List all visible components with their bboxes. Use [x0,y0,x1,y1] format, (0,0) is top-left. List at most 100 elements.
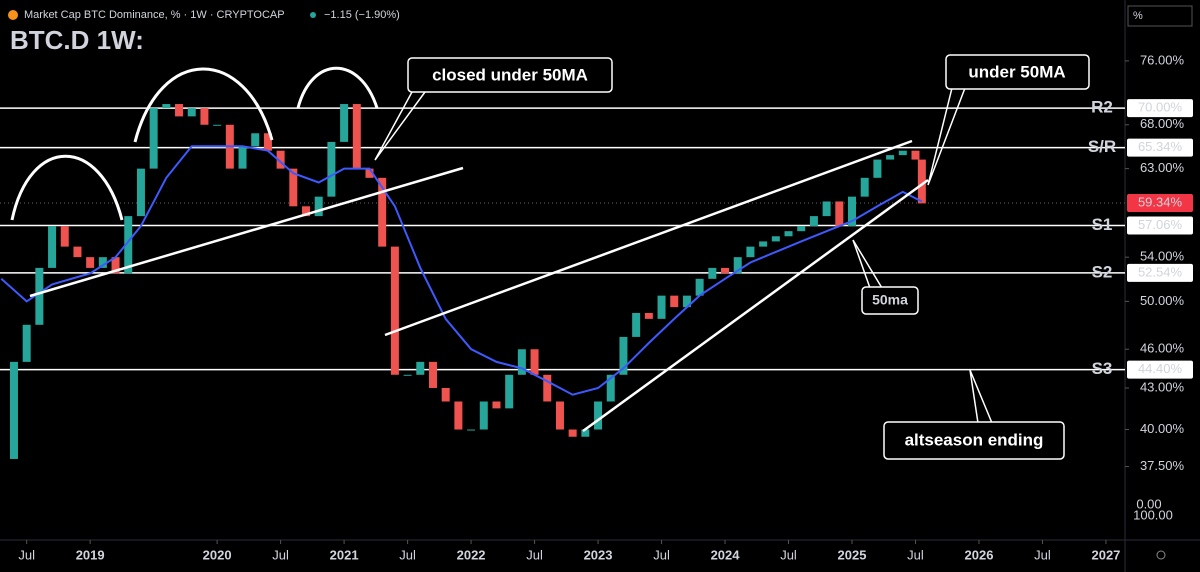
candle [632,312,641,337]
x-tick-label: Jul [399,547,416,562]
candle [822,201,831,217]
callout-pointer [927,87,966,186]
candle [682,295,691,308]
trend-line [29,166,464,298]
level-label: 57.06% [1138,217,1183,232]
candle [352,104,361,169]
candle [340,104,349,142]
annotation: closed under 50MA [432,65,588,84]
candle [289,168,298,207]
level-label: 52.54% [1138,264,1183,279]
level-name: R2 [1091,98,1113,117]
x-tick-label: Jul [780,547,797,562]
candle [111,257,120,274]
trend-line [384,139,913,337]
y-tick-label: 68.00% [1140,116,1185,131]
callout-box [883,421,1065,460]
candle [479,401,488,430]
candle [175,104,184,117]
status-dot [310,12,316,18]
scale-button[interactable] [1127,5,1193,27]
x-tick-label: Jul [653,547,670,562]
candle [314,196,323,217]
candle [428,361,437,388]
candle [581,429,590,437]
series-label: 50ma [872,292,908,308]
candle [835,201,844,227]
level-name: S1 [1092,215,1113,234]
candle [98,257,107,268]
candle [73,246,82,258]
level-badge [1127,263,1193,282]
candle [263,133,272,151]
y-tick-label: 37.50% [1140,458,1185,473]
candle [530,349,539,375]
callout-box [945,54,1090,90]
candle [9,361,18,459]
price-change: −1.15 (−1.90%) [324,9,400,21]
y-tick-label: 43.00% [1140,379,1185,394]
candle [86,257,95,268]
level-name: S2 [1092,262,1113,281]
candle [187,108,196,117]
level-label: 65.34% [1138,139,1183,154]
scale-button-label[interactable]: % [1133,10,1143,22]
candle [594,401,603,430]
x-tick-label: Jul [272,547,289,562]
candle [454,401,463,430]
candle [543,374,552,402]
lower-pane-label: 100.00 [1133,507,1173,522]
candle [568,429,577,437]
settings-icon[interactable] [1156,550,1166,560]
arch [133,67,274,143]
candle [809,216,818,227]
lower-pane-label: 0.00 [1136,496,1161,511]
candle [708,267,717,279]
callout-pointer [374,91,426,161]
candle [917,159,926,204]
arch [10,154,124,221]
candle [441,387,450,402]
callout-box [861,286,919,315]
y-tick-label: 50.00% [1140,293,1185,308]
y-tick-label: 40.00% [1140,421,1185,436]
x-tick-label: Jul [18,547,35,562]
candle [771,236,780,242]
x-tick-label: 2021 [330,547,359,562]
x-tick-label: 2026 [965,547,994,562]
callout-box [407,57,613,93]
candle [759,241,768,247]
x-tick-label: Jul [526,547,543,562]
candle [555,401,564,430]
annotation: under 50MA [968,62,1065,81]
level-badge [1127,360,1193,379]
arch [296,66,379,109]
candle [517,349,526,375]
trend-line [582,178,929,433]
symbol-icon [8,10,18,20]
candle [657,295,666,319]
candle [911,150,920,160]
annotation: altseason ending [905,430,1044,449]
candle [48,226,57,268]
x-tick-label: 2019 [76,547,105,562]
level-label: 70.00% [1138,100,1183,115]
candle [251,133,260,147]
x-tick-label: Jul [907,547,924,562]
callout-pointer [969,369,993,424]
candle [200,108,209,125]
y-tick-label: 46.00% [1140,341,1185,356]
candle [492,401,501,409]
x-tick-label: 2022 [457,547,486,562]
candle [644,312,653,319]
candle [213,124,222,126]
candle [746,246,755,258]
current-label: 59.34% [1138,194,1183,209]
candle [149,108,158,169]
callout-pointer [852,239,883,289]
candle [365,168,374,178]
candle [467,429,476,431]
